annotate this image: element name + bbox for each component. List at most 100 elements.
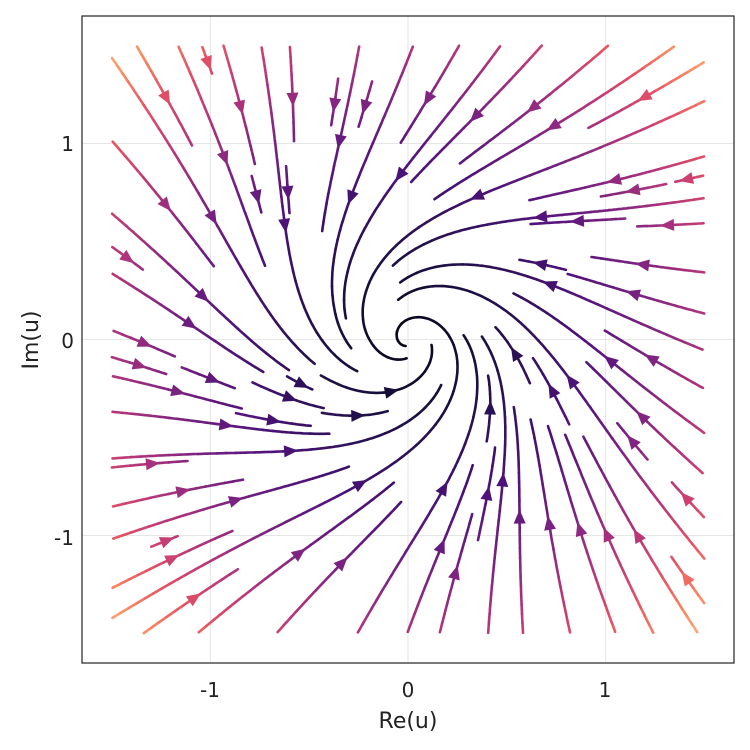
streamline-segment [494,537,499,550]
streamline-segment [323,201,328,214]
streamline-segment [116,64,124,75]
streamline-segment [589,406,598,417]
streamline-segment [485,221,498,226]
streamline-segment [192,183,200,195]
streamline-segment [204,583,216,592]
streamline-segment [153,249,163,259]
flow-arrowhead [194,287,209,302]
streamline-segment [588,299,600,306]
streamline-segment [413,286,425,292]
streamline-segment [288,45,292,58]
streamline-segment [429,127,438,138]
streamline-segment [201,45,207,58]
streamline-segment [650,490,659,501]
streamline-segment [465,521,471,534]
flow-arrowhead [566,374,580,390]
streamline-segment [409,117,417,128]
streamline-segment [588,494,596,506]
streamline-segment [539,473,544,486]
streamline-segment [605,380,615,390]
streamline-segment [470,263,484,268]
streamline-segment [605,429,614,441]
streamline-segment [603,113,615,121]
streamline-segment [233,425,246,429]
streamline-segment [158,615,169,624]
streamline-segment [548,529,554,542]
streamline-segment [203,106,210,118]
streamline-segment [332,303,337,316]
streamline-segment [140,53,148,65]
flow-arrowhead [542,280,558,293]
streamline-segment [581,477,588,489]
streamline-segment [458,227,470,233]
streamline-segment [472,406,477,419]
streamline-segment [404,288,416,296]
streamline-segment [693,269,706,274]
streamline-segment [143,592,155,600]
streamline-segment [340,330,348,342]
streamline-segment [510,177,523,184]
streamline-segment [482,99,492,109]
streamline-segment [638,475,648,486]
streamline-segment [139,237,149,247]
streamline-segment [546,264,559,269]
streamline-segment [557,460,564,473]
streamline-segment [183,227,193,238]
flow-arrowhead [660,218,675,231]
streamline-segment [139,496,152,502]
streamline-segment [675,304,688,310]
flow-arrowhead [383,386,399,399]
streamline-segment [363,327,370,340]
streamline-segment [562,603,568,616]
streamline-segment [408,45,415,57]
streamline-segment [227,167,234,179]
streamline-segment [177,159,186,171]
streamline-segment [489,157,501,166]
streamline-segment [587,122,599,130]
streamline-segment [377,487,388,496]
streamline-segment [696,508,706,519]
streamline-segment [270,111,274,124]
streamline-segment [193,508,205,514]
streamline-segment [627,460,636,471]
streamline-segment [434,493,442,505]
streamline-segment [695,425,706,435]
streamline-segment [685,535,694,546]
streamline-segment [452,97,462,108]
streamline-segment [500,387,505,400]
streamline-segment [664,45,676,54]
streamline-segment [514,424,519,437]
streamline-segment [683,341,696,348]
streamline-segment [578,391,587,402]
streamline-segment [617,501,626,513]
streamline-segment [669,75,681,84]
streamline-segment [343,307,348,320]
streamline-segment [552,442,558,455]
streamline-segment [275,158,280,171]
streamline-segment [117,218,128,228]
streamline-segment [608,258,621,263]
streamline-segment [293,479,306,486]
streamline-segment [408,315,421,321]
streamline-segment [633,443,643,454]
streamline-segment [290,431,303,435]
streamline-segment [229,320,239,330]
streamline-segment [639,606,647,618]
streamline-segment [402,231,413,241]
streamline-segment [490,575,495,588]
streamline-segment [491,565,496,578]
streamline-segment [546,163,558,170]
streamline-segment [367,527,377,538]
streamline-segment [486,374,491,387]
streamline-segment [555,361,565,372]
streamline-segment [277,176,282,189]
streamline-segment [311,474,324,480]
flow-arrowhead [136,335,152,347]
streamline-segment [409,226,421,235]
streamline-segment [320,575,331,585]
streamline-segment [396,339,407,348]
streamline-segment [195,242,204,253]
streamline-segment [345,386,358,392]
streamline-segment [692,174,705,180]
streamline-segment [258,297,267,309]
